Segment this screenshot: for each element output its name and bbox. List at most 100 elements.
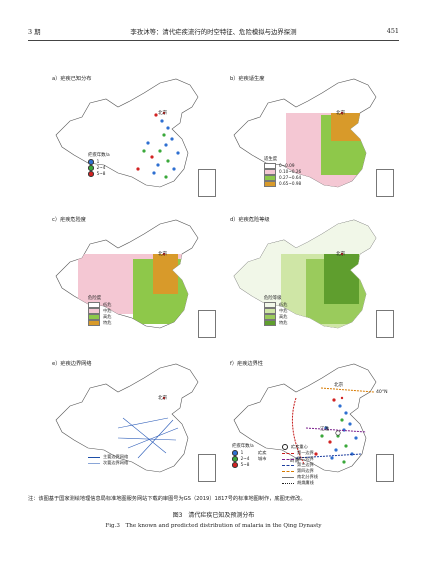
case-dot bbox=[344, 411, 348, 415]
case-dot bbox=[158, 149, 162, 153]
red-dot-icon bbox=[232, 462, 238, 468]
legend-item: 主要边界网络 bbox=[88, 454, 128, 460]
case-dot bbox=[344, 444, 348, 448]
legend-item: 第四边界 bbox=[282, 468, 318, 474]
panel-c: c）疟疾危险度 北京 危险度 低危 中危 高危 特危 bbox=[48, 214, 220, 338]
case-dot bbox=[342, 460, 346, 464]
capital-marker bbox=[162, 111, 166, 115]
country-outline bbox=[55, 363, 199, 473]
case-dot bbox=[176, 151, 180, 155]
legend-item: 南北分界线 bbox=[282, 474, 318, 480]
case-dot bbox=[136, 167, 140, 171]
legend-item: 第三边界 bbox=[282, 462, 318, 468]
country-outline bbox=[55, 78, 199, 188]
third-boundary-line-icon bbox=[282, 464, 294, 466]
boundary-network-line bbox=[122, 417, 167, 454]
south-china-sea-inset bbox=[198, 310, 216, 338]
case-dot bbox=[166, 126, 170, 130]
capital-marker bbox=[340, 111, 344, 115]
south-china-sea-inset bbox=[376, 454, 394, 482]
figure-caption-en: Fig.3 The known and predicted distributi… bbox=[105, 523, 322, 529]
orange-swatch-icon bbox=[264, 181, 276, 187]
gravity-center bbox=[335, 430, 341, 436]
issue-number: 3 期 bbox=[28, 28, 41, 36]
legend-item: 2~4 bbox=[232, 456, 254, 462]
legend-item: 2~4 bbox=[88, 165, 110, 171]
dark-green-swatch-icon bbox=[264, 320, 276, 326]
green-swatch-icon bbox=[264, 175, 276, 181]
capital-marker bbox=[162, 396, 166, 400]
figure-note: 注：该图基于国家测绘地理信息局标准地图服务网站下载的审图号为GS（2019）18… bbox=[28, 496, 306, 502]
legend-item: 疟疾 bbox=[258, 450, 267, 455]
green-swatch-icon bbox=[264, 314, 276, 320]
white-swatch-icon bbox=[264, 163, 276, 169]
panel-e-label: e）疟疾边界网络 bbox=[52, 361, 92, 367]
case-dot bbox=[162, 133, 166, 137]
case-dot bbox=[154, 113, 158, 117]
legend-item: 1 bbox=[88, 159, 110, 165]
case-dot bbox=[156, 163, 160, 167]
panel-a-label: a）疟疾已知分布 bbox=[52, 76, 92, 82]
green-dot-icon bbox=[88, 165, 94, 171]
legend-item: 胡焕庸线 bbox=[282, 480, 318, 486]
beijing-label: 北京 bbox=[336, 252, 346, 257]
capital-marker bbox=[340, 396, 344, 400]
legend-item: 城市 bbox=[258, 456, 267, 461]
panel-f: f）疟疾边界性 北京 40°N 江淮 岭南 疟疾年数/a 1 2~4 5~8 疟… bbox=[226, 358, 398, 485]
beijing-label: 北京 bbox=[158, 111, 168, 116]
green-swatch-icon bbox=[88, 314, 100, 320]
figure-caption-cn: 图3 清代疟疾已知及预测分布 bbox=[172, 512, 255, 519]
legend-title: 疟疾年数/a bbox=[232, 444, 254, 449]
south-china-sea-inset bbox=[198, 169, 216, 197]
panel-a: a）疟疾已知分布 北京 疟疾年数/a 1 2~4 5~8 bbox=[48, 73, 220, 197]
legend-title: 适生度 bbox=[264, 157, 278, 162]
china-map-f bbox=[233, 363, 377, 473]
latitude-label: 40°N bbox=[376, 390, 388, 395]
case-dot bbox=[332, 398, 336, 402]
blue-dot-icon bbox=[232, 450, 238, 456]
legend-title: 危险等级 bbox=[264, 296, 282, 301]
capital-marker bbox=[340, 252, 344, 256]
legend-item: 0.10~0.26 bbox=[264, 169, 301, 175]
pink-swatch-icon bbox=[88, 308, 100, 314]
major-line-icon bbox=[88, 456, 100, 458]
gravity-center-icon bbox=[282, 444, 288, 450]
legend-item: 5~8 bbox=[88, 171, 110, 177]
case-dot bbox=[354, 436, 358, 440]
china-map-a bbox=[55, 78, 199, 188]
boundary-network-line bbox=[117, 417, 169, 429]
hu-line-icon bbox=[282, 482, 294, 484]
running-title: 李孜沐等：清代疟疾流行的时空特征、危险模拟与边界探测 bbox=[130, 28, 297, 36]
country-outline bbox=[233, 363, 377, 473]
lingnan-label: 岭南 bbox=[290, 459, 300, 464]
case-dot bbox=[340, 418, 344, 422]
legend-item: 5~8 bbox=[232, 462, 254, 468]
second-boundary-line-icon bbox=[282, 458, 294, 460]
china-map-e bbox=[55, 363, 199, 473]
panel-e-legend: 主要边界网络 次要边界网络 bbox=[88, 454, 128, 466]
boundary-network-line bbox=[117, 437, 177, 441]
legend-title: 危险度 bbox=[88, 296, 102, 301]
third-boundary bbox=[295, 453, 362, 459]
fourth-boundary-line-icon bbox=[282, 470, 294, 472]
panel-b-legend: 适生度 0~0.09 0.10~0.26 0.27~0.64 0.65~0.98 bbox=[264, 157, 301, 187]
case-dot bbox=[330, 456, 334, 460]
case-dot bbox=[166, 159, 170, 163]
case-dot bbox=[164, 175, 168, 179]
white-swatch-icon bbox=[88, 302, 100, 308]
case-dot bbox=[320, 434, 324, 438]
legend-item: 0~0.09 bbox=[264, 163, 301, 169]
legend-item: 低危 bbox=[88, 302, 111, 308]
legend-item: 第二边界 bbox=[282, 456, 318, 462]
pale-green-swatch-icon bbox=[264, 308, 276, 314]
china-map-c bbox=[55, 219, 199, 329]
panel-c-legend: 危险度 低危 中危 高危 特危 bbox=[88, 296, 111, 326]
legend-item: 疟疾重心 bbox=[282, 444, 318, 450]
second-boundary bbox=[305, 427, 367, 433]
capital-marker bbox=[162, 252, 166, 256]
running-header: 3 期 李孜沐等：清代疟疾流行的时空特征、危险模拟与边界探测 451 bbox=[28, 27, 399, 39]
case-dot bbox=[328, 440, 332, 444]
case-dot bbox=[338, 404, 342, 408]
legend-item: 0.65~0.98 bbox=[264, 181, 301, 187]
legend-item: 次要边界网络 bbox=[88, 460, 128, 466]
